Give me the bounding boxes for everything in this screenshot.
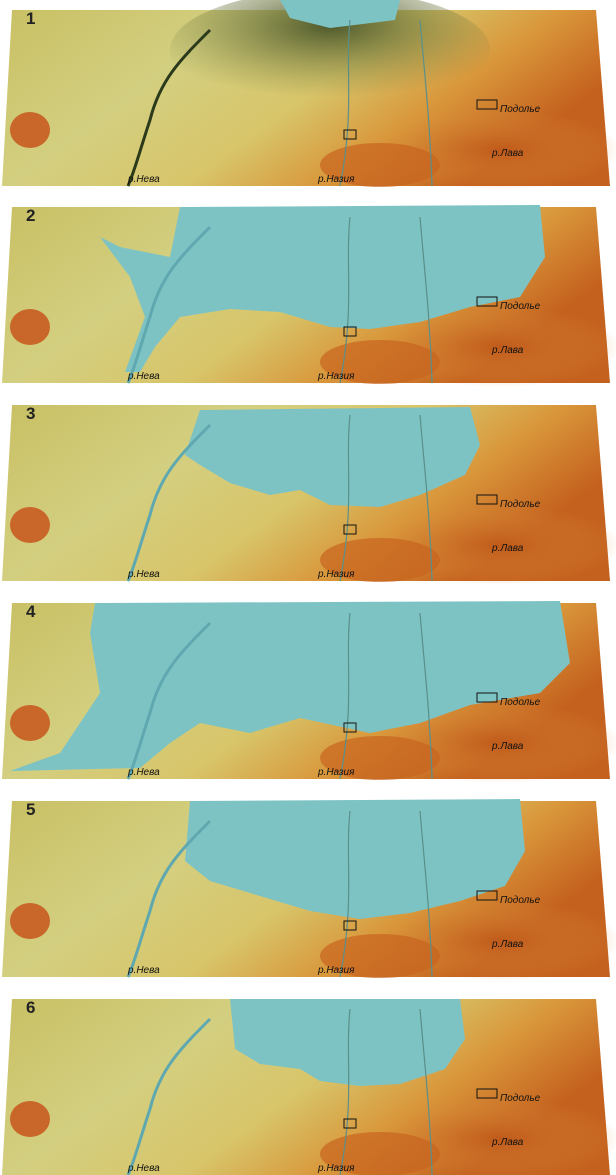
map-panel: 2 р.Нева р.Назия Подолье р.Лава — [2, 205, 616, 387]
figure: 1 р.Нева р.Назия Подолье р.Лава 2 р.Нева р.Нази… — [0, 0, 616, 1175]
panel-number: 4 — [26, 602, 36, 621]
river-label: р.Нева — [127, 174, 160, 185]
map-panel: 4 р.Нева р.Назия Подолье р.Лава — [2, 601, 616, 783]
river-label: р.Назия — [317, 371, 355, 382]
hill — [10, 112, 50, 148]
panel-number: 2 — [26, 206, 35, 225]
hill — [10, 309, 50, 345]
hill — [10, 705, 50, 741]
river-label: р.Лава — [491, 1137, 524, 1148]
river-label: р.Нева — [127, 965, 160, 976]
hill — [10, 903, 50, 939]
river-label: р.Нева — [127, 569, 160, 580]
map-panel: 3 р.Нева р.Назия Подолье р.Лава — [2, 404, 616, 585]
river-label: р.Назия — [317, 569, 355, 580]
panel-number: 6 — [26, 998, 35, 1017]
place-label: Подолье — [500, 697, 541, 708]
river-label: р.Назия — [317, 965, 355, 976]
river-label: р.Нева — [127, 1163, 160, 1174]
map-panel: 5 р.Нева р.Назия Подолье р.Лава — [2, 799, 616, 981]
place-label: Подолье — [500, 104, 541, 115]
panel-number: 5 — [26, 800, 35, 819]
map-panel: 1 р.Нева р.Назия Подолье р.Лава — [2, 0, 616, 190]
river-label: р.Назия — [317, 767, 355, 778]
river-label: р.Нева — [127, 371, 160, 382]
place-label: Подолье — [500, 1093, 541, 1104]
river-label: р.Назия — [317, 174, 355, 185]
place-label: Подолье — [500, 499, 541, 510]
hill — [10, 507, 50, 543]
place-label: Подолье — [500, 301, 541, 312]
river-label: р.Лава — [491, 741, 524, 752]
river-label: р.Назия — [317, 1163, 355, 1174]
hill — [10, 1101, 50, 1137]
river-label: р.Лава — [491, 345, 524, 356]
river-label: р.Лава — [491, 939, 524, 950]
place-label: Подолье — [500, 895, 541, 906]
panel-number: 1 — [26, 9, 35, 28]
river-label: р.Нева — [127, 767, 160, 778]
map-panel: 6 р.Нева р.Назия Подолье р.Лава — [2, 998, 616, 1175]
river-label: р.Лава — [491, 543, 524, 554]
river-label: р.Лава — [491, 148, 524, 159]
panel-number: 3 — [26, 404, 35, 423]
